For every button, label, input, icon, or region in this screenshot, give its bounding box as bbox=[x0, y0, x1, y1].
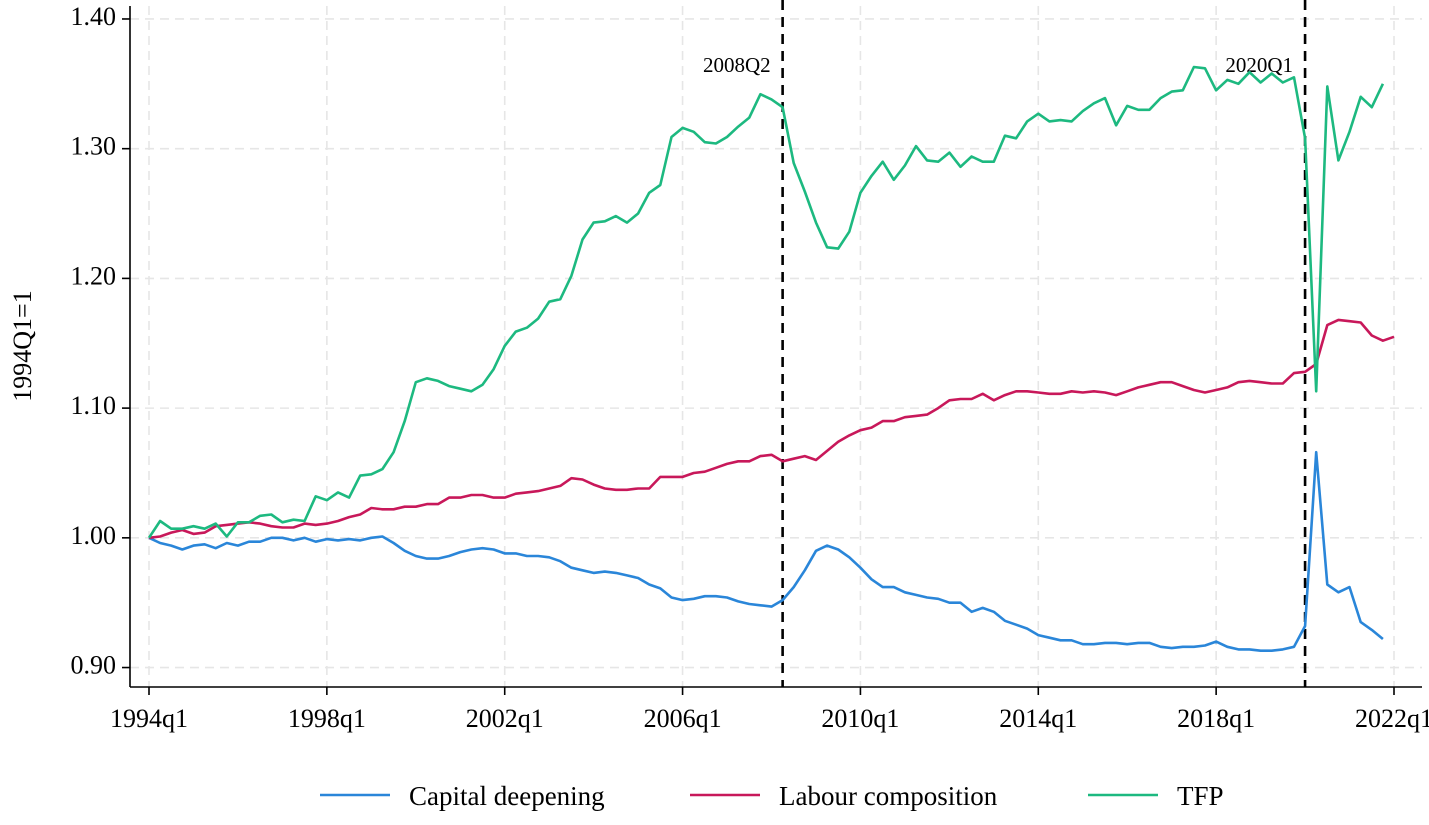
series-line-capital-deepening bbox=[148, 450, 1384, 653]
legend-item: Capital deepening bbox=[320, 781, 605, 811]
tick-labels: 0.90 1.00 1.10 1.20 1.30 1.40 1994q1 1998q1 2002… bbox=[71, 2, 1429, 733]
y-tick-label: 1.10 bbox=[71, 391, 117, 420]
legend-item: Labour composition bbox=[690, 781, 998, 811]
x-tick-label: 2006q1 bbox=[644, 704, 722, 733]
y-tick-label: 1.20 bbox=[71, 261, 117, 290]
x-tick-label: 1998q1 bbox=[288, 704, 366, 733]
legend-item: TFP bbox=[1088, 781, 1224, 811]
y-tick-label: 1.30 bbox=[71, 132, 117, 161]
x-tick-label: 2010q1 bbox=[821, 704, 899, 733]
axes bbox=[122, 6, 1422, 695]
series-line-labour-composition bbox=[148, 318, 1395, 540]
x-tick-label: 2018q1 bbox=[1177, 704, 1255, 733]
event-markers: 2008Q2 2020Q1 bbox=[703, 0, 1307, 687]
legend-label: TFP bbox=[1177, 781, 1224, 811]
y-axis-label: 1994Q1=1 bbox=[8, 290, 37, 401]
series-line-tfp bbox=[147, 65, 1385, 539]
x-tick-label: 2014q1 bbox=[999, 704, 1077, 733]
event-marker-label: 2020Q1 bbox=[1225, 53, 1293, 77]
series-lines bbox=[147, 65, 1395, 653]
grid bbox=[130, 6, 1422, 687]
y-tick-label: 1.00 bbox=[71, 521, 117, 550]
x-tick-label: 2002q1 bbox=[466, 704, 544, 733]
x-tick-label: 1994q1 bbox=[110, 704, 188, 733]
x-tick-label: 2022q1 bbox=[1355, 704, 1429, 733]
legend-label: Capital deepening bbox=[409, 781, 605, 811]
event-marker-label: 2008Q2 bbox=[703, 53, 771, 77]
y-tick-label: 0.90 bbox=[71, 651, 117, 680]
legend-label: Labour composition bbox=[779, 781, 998, 811]
legend: Capital deepening Labour composition TFP bbox=[320, 781, 1224, 811]
y-tick-label: 1.40 bbox=[71, 2, 117, 31]
